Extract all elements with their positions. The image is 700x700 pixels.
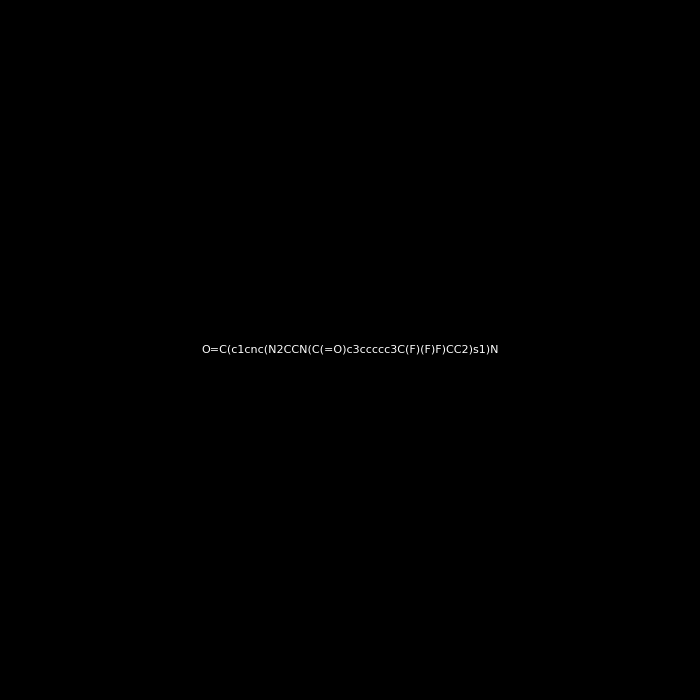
Text: O=C(c1cnc(N2CCN(C(=O)c3ccccc3C(F)(F)F)CC2)s1)N: O=C(c1cnc(N2CCN(C(=O)c3ccccc3C(F)(F)F)CC… [202,345,498,355]
